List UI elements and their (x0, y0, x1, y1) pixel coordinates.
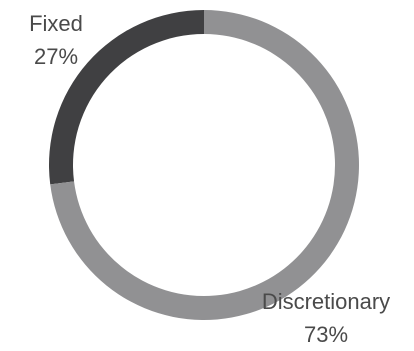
slice-fixed (48, 10, 204, 185)
donut-slices (48, 10, 359, 320)
slice-label-discretionary: Discretionary (262, 289, 390, 314)
slice-value-fixed: 27% (34, 44, 78, 69)
donut-labels: Fixed 27% Discretionary 73% (29, 11, 390, 347)
slice-label-fixed: Fixed (29, 11, 83, 36)
slice-value-discretionary: 73% (304, 322, 348, 347)
